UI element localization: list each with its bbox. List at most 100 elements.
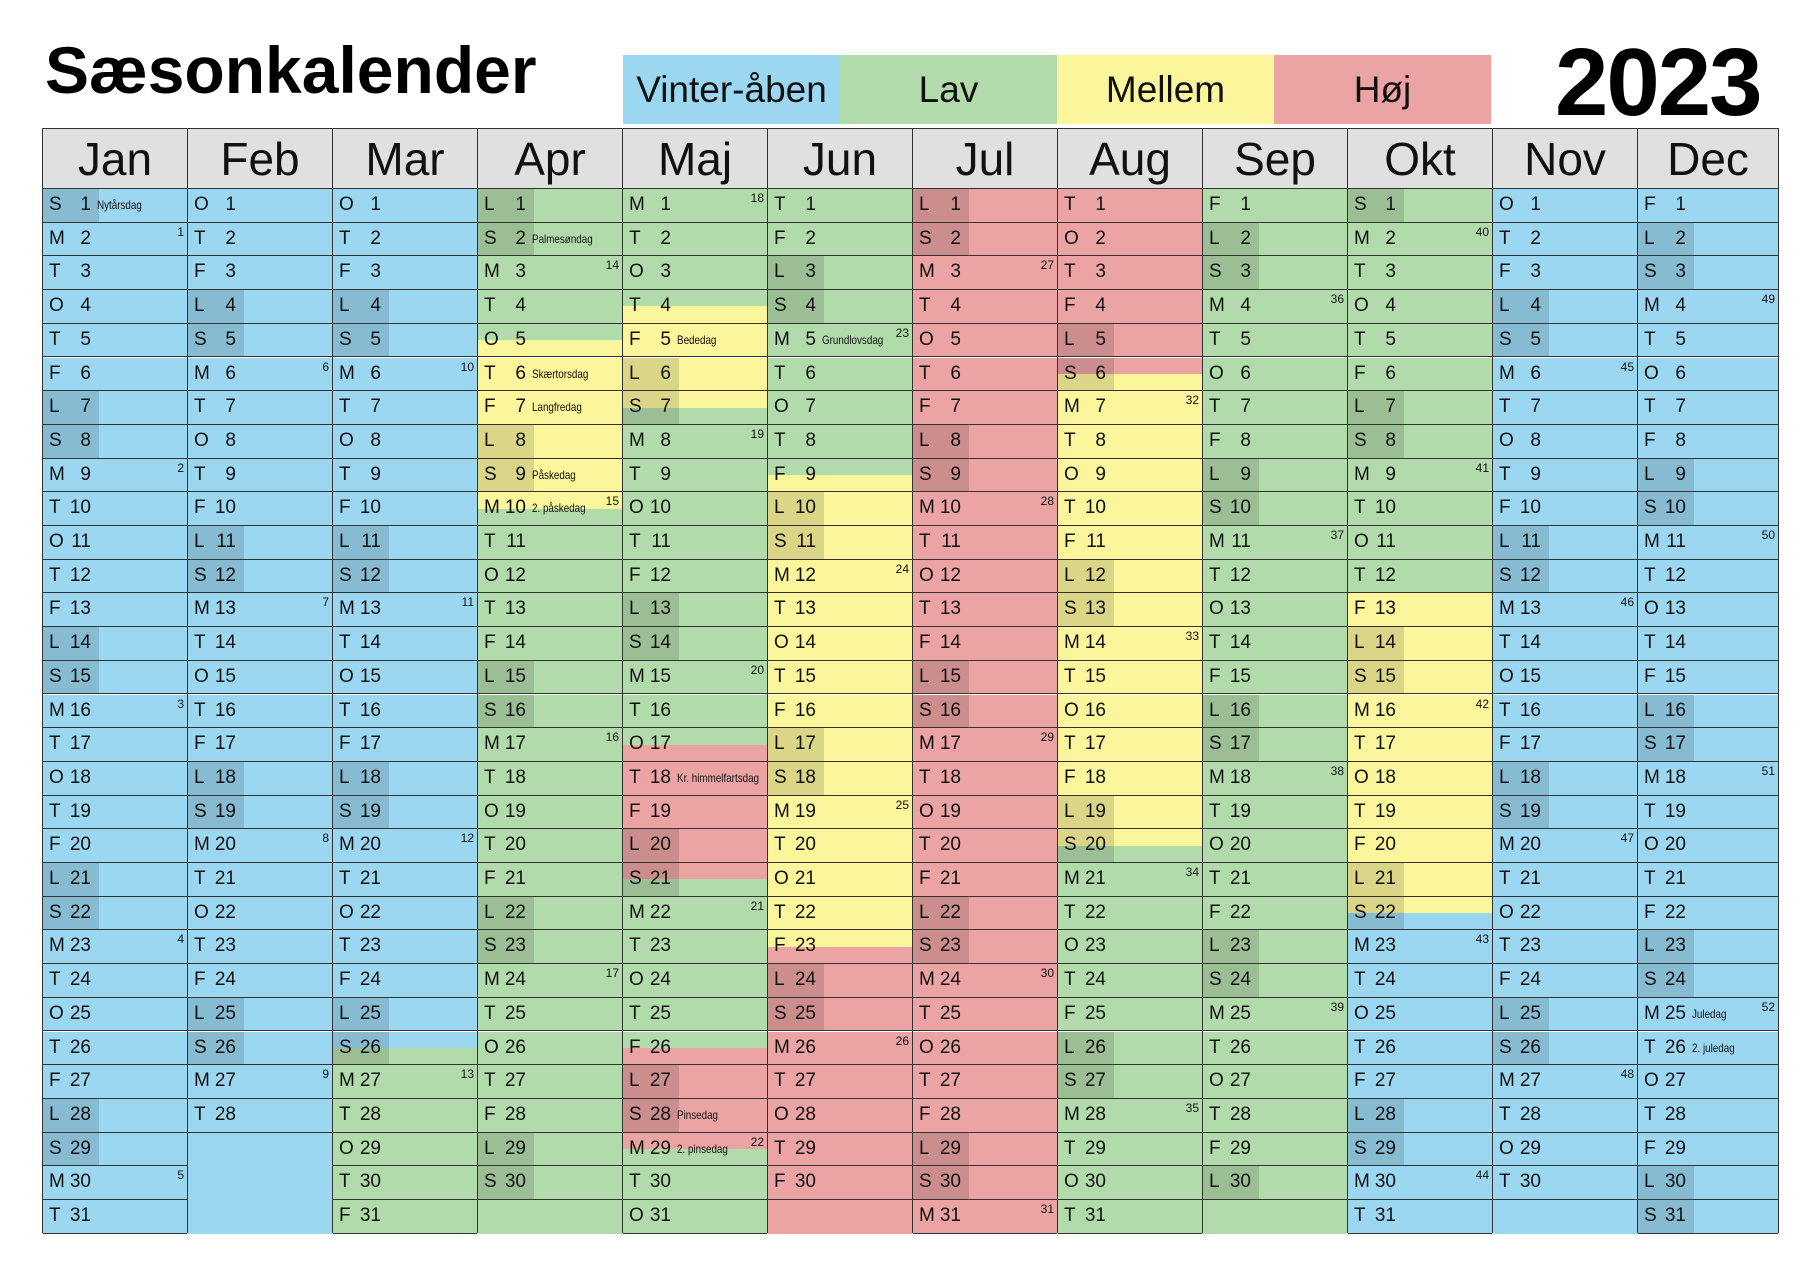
- day-number: 20: [1664, 834, 1686, 856]
- weekend-shade: [1493, 559, 1549, 593]
- day-cell: O 18: [43, 761, 187, 796]
- weekday-letter: O: [629, 261, 644, 283]
- weekend-shade: [623, 1098, 679, 1132]
- week-number: 39: [1330, 999, 1344, 1014]
- day-number: 8: [1675, 429, 1686, 451]
- day-number: 31: [1374, 1205, 1396, 1226]
- day-number: 8: [1240, 429, 1251, 451]
- day-cell: L 16: [1203, 694, 1347, 729]
- day-number: 19: [1664, 800, 1686, 822]
- day-cell: S 31: [1638, 1200, 1778, 1234]
- weekday-letter: F: [1644, 665, 1656, 687]
- day-cell: M 29 2. pinsedag 22: [623, 1132, 767, 1167]
- day-cell: T 25: [623, 997, 767, 1032]
- day-cell: M 9 41: [1348, 458, 1492, 493]
- week-number: 42: [1475, 696, 1489, 711]
- day-number: 23: [1664, 935, 1686, 957]
- empty-cell: [1493, 1200, 1637, 1234]
- day-cell: M 2 40: [1348, 222, 1492, 257]
- weekday-letter: O: [774, 1103, 789, 1125]
- weekend-shade: [1058, 593, 1114, 627]
- week-number: 23: [895, 325, 909, 340]
- day-number: 19: [1229, 800, 1251, 822]
- weekday-letter: T: [1499, 1103, 1511, 1125]
- weekday-letter: S: [1354, 429, 1367, 451]
- weekday-letter: O: [194, 194, 209, 215]
- weekday-letter: T: [339, 868, 351, 889]
- day-number: 15: [1664, 665, 1686, 687]
- day-cell: F 10: [188, 492, 332, 526]
- day-number: 31: [69, 1205, 91, 1226]
- day-cell: M 25 Juledag 52: [1638, 997, 1778, 1032]
- day-cell: F 21: [913, 863, 1057, 897]
- weekday-letter: M: [1644, 1002, 1660, 1024]
- legend-vinter: Vinter-åben: [623, 55, 840, 124]
- weekday-letter: F: [919, 1103, 931, 1125]
- day-number: 2: [1240, 227, 1251, 249]
- day-cell: S 1 Nytårsdag: [43, 189, 187, 223]
- day-cell: T 30: [623, 1166, 767, 1200]
- day-number: 10: [939, 497, 961, 519]
- weekday-letter: S: [1064, 598, 1077, 620]
- day-cell: O 26: [913, 1031, 1057, 1066]
- day-cell: S 12: [333, 559, 477, 594]
- weekday-letter: T: [919, 834, 931, 856]
- weekday-letter: T: [774, 362, 786, 384]
- weekday-letter: T: [1064, 733, 1076, 755]
- weekday-letter: F: [194, 969, 206, 991]
- day-number: 18: [939, 766, 961, 788]
- day-number: 16: [1084, 699, 1106, 721]
- day-cell: T 23: [188, 930, 332, 965]
- weekday-letter: F: [339, 733, 351, 755]
- weekday-letter: S: [49, 901, 62, 923]
- day-number: 25: [649, 1002, 671, 1024]
- day-cell: O 30: [1058, 1166, 1202, 1200]
- day-number: 14: [1084, 632, 1106, 654]
- weekend-shade: [43, 627, 99, 660]
- weekday-letter: L: [49, 396, 60, 418]
- week-number: 5: [177, 1168, 184, 1183]
- weekday-letter: L: [629, 1070, 640, 1092]
- day-number: 8: [515, 429, 526, 451]
- day-number: 18: [649, 766, 671, 788]
- day-cell: M 22 21: [623, 896, 767, 931]
- day-number: 19: [939, 800, 961, 822]
- weekday-letter: O: [194, 429, 209, 451]
- day-number: 8: [370, 429, 381, 451]
- day-cell: T 21: [188, 863, 332, 897]
- weekday-letter: T: [1064, 1137, 1076, 1159]
- day-number: 18: [1374, 766, 1396, 788]
- day-number: 22: [1229, 901, 1251, 923]
- weekday-letter: L: [629, 834, 640, 856]
- weekday-letter: S: [484, 699, 497, 721]
- weekday-letter: T: [1354, 564, 1366, 586]
- day-number: 20: [1229, 834, 1251, 856]
- weekend-shade: [43, 424, 99, 458]
- day-cell: F 16: [768, 694, 912, 729]
- day-cell: T 16: [188, 694, 332, 729]
- day-number: 10: [1229, 497, 1251, 519]
- weekday-letter: S: [49, 1137, 62, 1159]
- day-number: 1: [1675, 194, 1686, 215]
- day-number: 4: [225, 295, 236, 317]
- day-cell: M 26 26: [768, 1031, 912, 1066]
- weekday-letter: M: [194, 834, 210, 856]
- day-number: 3: [1530, 261, 1541, 283]
- day-number: 6: [1240, 362, 1251, 384]
- day-number: 23: [939, 935, 961, 957]
- weekday-letter: T: [774, 1070, 786, 1092]
- holiday-label: 2. pinsedag: [677, 1141, 728, 1156]
- day-number: 9: [1240, 463, 1251, 485]
- weekend-shade: [623, 593, 679, 627]
- day-number: 4: [1530, 295, 1541, 317]
- day-number: 11: [941, 531, 961, 552]
- day-cell: S 25: [768, 997, 912, 1032]
- weekend-shade: [333, 323, 389, 357]
- day-cell: M 16 3: [43, 694, 187, 729]
